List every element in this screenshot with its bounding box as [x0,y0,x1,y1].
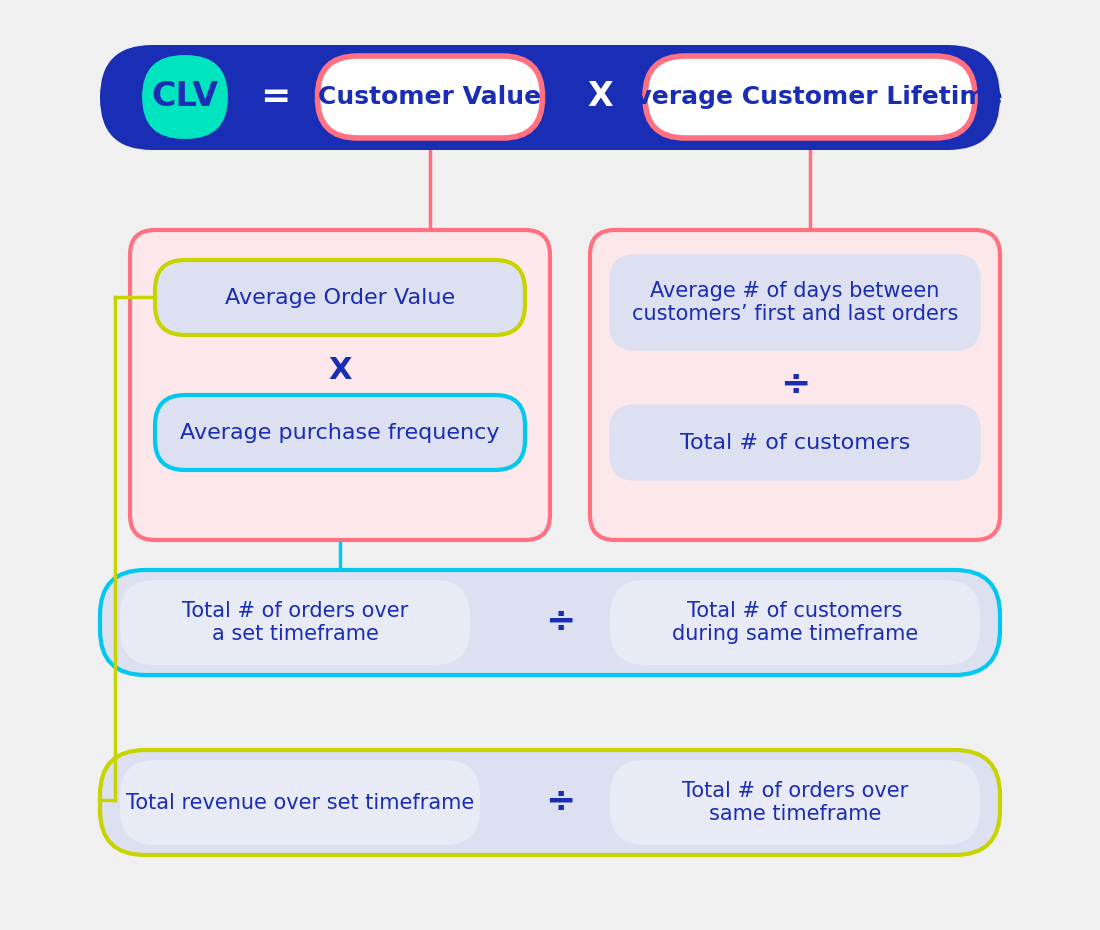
FancyBboxPatch shape [140,53,230,141]
Text: Total revenue over set timeframe: Total revenue over set timeframe [125,792,474,813]
FancyBboxPatch shape [645,56,975,138]
Text: =: = [260,80,290,114]
Text: Average # of days between
customers’ first and last orders: Average # of days between customers’ fir… [631,281,958,324]
FancyBboxPatch shape [610,255,980,350]
Text: Total # of customers
during same timeframe: Total # of customers during same timefra… [672,601,918,644]
FancyBboxPatch shape [590,230,1000,540]
FancyBboxPatch shape [100,570,1000,675]
Text: Average Order Value: Average Order Value [224,287,455,308]
Text: Total # of orders over
same timeframe: Total # of orders over same timeframe [682,781,909,824]
Text: CLV: CLV [152,81,219,113]
FancyBboxPatch shape [610,580,980,665]
FancyBboxPatch shape [155,395,525,470]
FancyBboxPatch shape [120,580,470,665]
Text: Total # of customers: Total # of customers [680,432,910,453]
Text: ÷: ÷ [544,785,575,819]
Text: Customer Value: Customer Value [318,85,541,109]
Text: ÷: ÷ [780,368,811,402]
Text: Average purchase frequency: Average purchase frequency [180,422,499,443]
FancyBboxPatch shape [100,45,1000,150]
FancyBboxPatch shape [120,760,480,845]
FancyBboxPatch shape [100,750,1000,855]
Text: ÷: ÷ [544,605,575,639]
FancyBboxPatch shape [130,230,550,540]
FancyBboxPatch shape [610,405,980,480]
FancyBboxPatch shape [610,760,980,845]
Text: Total # of orders over
a set timeframe: Total # of orders over a set timeframe [182,601,408,644]
FancyBboxPatch shape [318,56,542,138]
Text: Average Customer Lifetime: Average Customer Lifetime [617,85,1003,109]
Text: X: X [587,81,613,113]
FancyBboxPatch shape [155,260,525,335]
Text: X: X [328,355,352,384]
